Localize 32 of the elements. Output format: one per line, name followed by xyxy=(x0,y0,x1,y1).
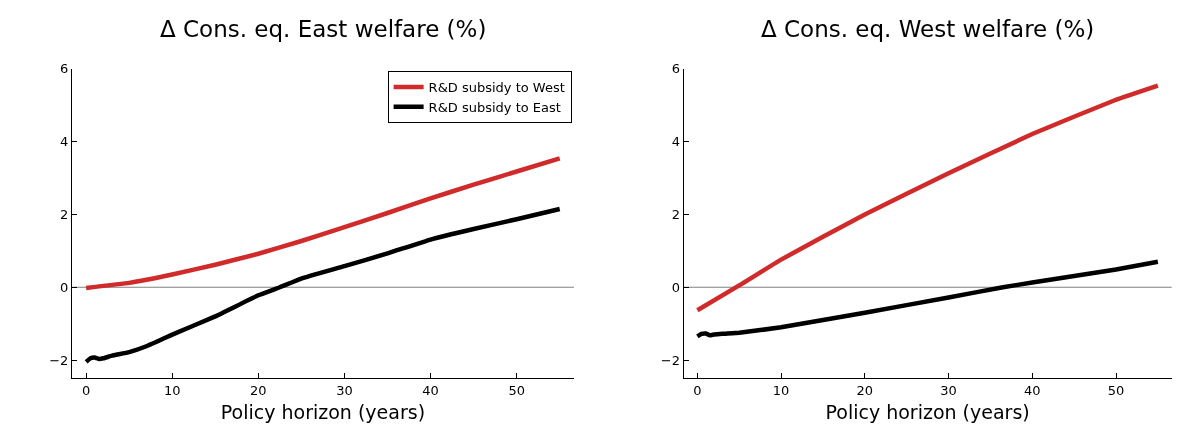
chart-title: Δ Cons. eq. West welfare (%) xyxy=(761,16,1095,42)
x-tick-label: 30 xyxy=(940,382,957,398)
line-series xyxy=(83,206,562,365)
chart-title: Δ Cons. eq. East welfare (%) xyxy=(160,16,487,42)
y-tick-label: −2 xyxy=(660,352,680,368)
y-tick-label: 4 xyxy=(671,134,680,150)
x-tick-label: 20 xyxy=(856,382,874,398)
x-tick-label: 40 xyxy=(1024,382,1041,398)
y-tick-label: 4 xyxy=(60,134,69,150)
y-tick-label: −2 xyxy=(49,352,69,368)
x-tick-label: 50 xyxy=(1107,382,1125,398)
x-axis-title: Policy horizon (years) xyxy=(825,400,1030,423)
x-tick-label: 0 xyxy=(693,382,702,398)
legend-label: R&D subsidy to East xyxy=(428,99,561,115)
x-tick-label: 50 xyxy=(508,382,525,398)
y-tick-label: 6 xyxy=(60,61,69,77)
line-series xyxy=(695,83,1161,313)
x-tick-label: 30 xyxy=(336,382,353,398)
legend-label: R&D subsidy to West xyxy=(428,79,565,95)
x-axis-title: Policy horizon (years) xyxy=(220,400,426,423)
line-series xyxy=(83,156,562,291)
x-tick-label: 40 xyxy=(422,382,439,398)
x-tick-label: 10 xyxy=(772,382,790,398)
x-tick-label: 0 xyxy=(82,382,91,398)
y-tick-label: 2 xyxy=(671,207,680,223)
x-tick-label: 20 xyxy=(250,382,267,398)
y-tick-label: 6 xyxy=(671,61,680,77)
x-tick-label: 10 xyxy=(163,382,181,398)
y-tick-label: 0 xyxy=(60,279,69,295)
line-series xyxy=(695,259,1161,339)
y-tick-label: 0 xyxy=(671,279,680,295)
y-tick-label: 2 xyxy=(60,207,69,223)
